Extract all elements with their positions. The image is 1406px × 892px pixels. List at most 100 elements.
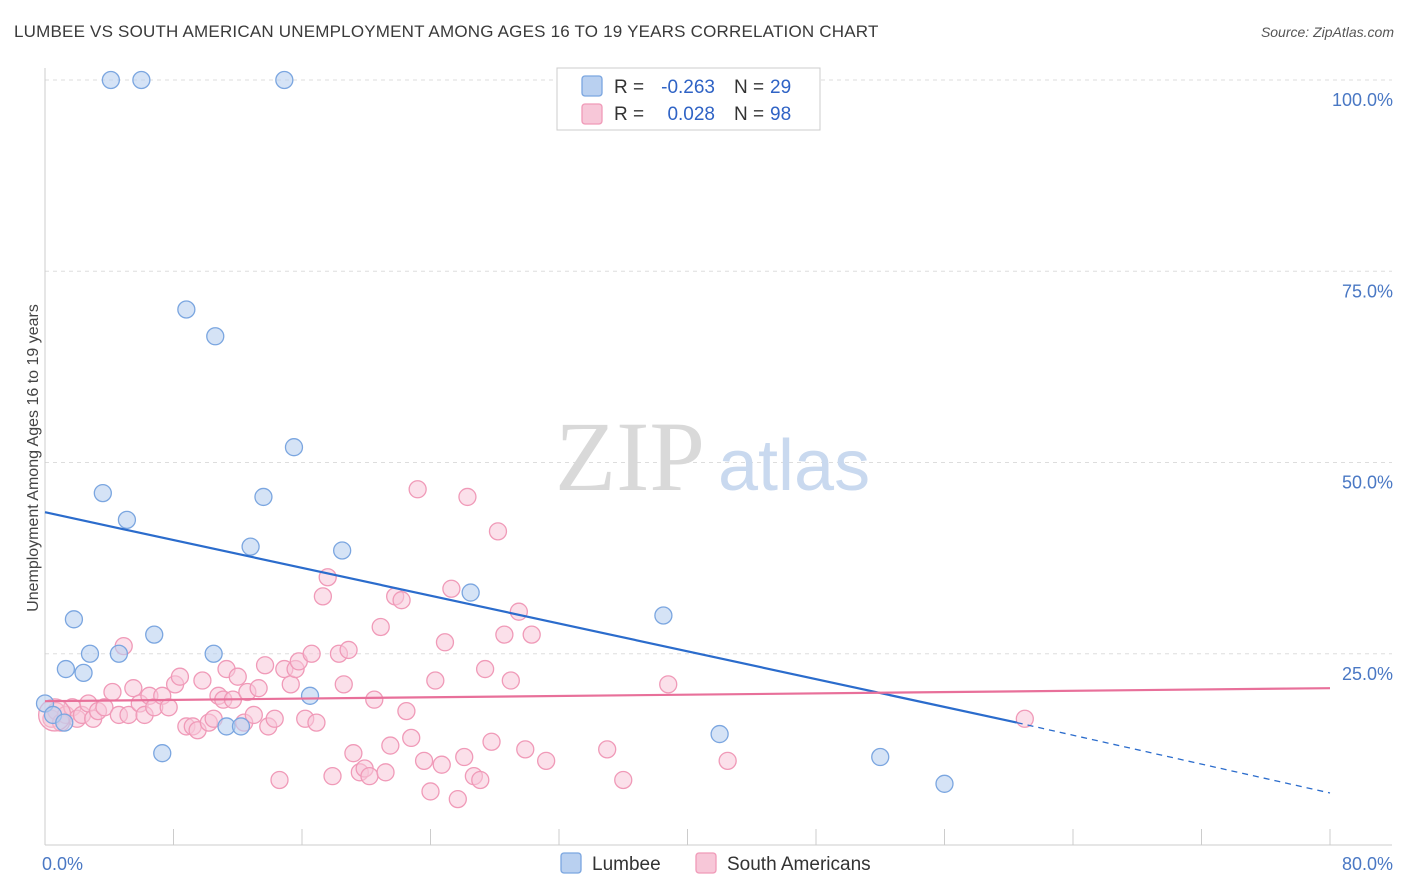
x-tick-label-max: 80.0%: [1342, 854, 1393, 874]
south-americans-point: [313, 587, 333, 606]
south-americans-point: [458, 487, 477, 507]
south-americans-point: [339, 640, 358, 660]
lumbee-point: [132, 70, 151, 90]
south-americans-point: [659, 675, 678, 694]
lumbee-point: [109, 644, 129, 663]
south-americans-point: [598, 740, 617, 759]
south-americans-point: [381, 736, 400, 755]
watermark-zip: ZIP: [555, 401, 705, 512]
south-americans-point: [516, 740, 535, 759]
lumbee-point: [461, 583, 480, 602]
south-americans-point: [501, 671, 520, 690]
south-americans-point: [360, 767, 379, 786]
y-axis-label: Unemployment Among Ages 16 to 19 years: [25, 304, 42, 612]
south-americans-point: [270, 770, 289, 790]
y-tick-label: 50.0%: [1342, 473, 1393, 493]
south-americans-point: [408, 480, 427, 499]
lumbee-point: [93, 483, 112, 503]
south-americans-point: [376, 763, 395, 782]
legend-r-value-lumbee: -0.263: [661, 77, 715, 98]
lumbee-point: [55, 713, 74, 732]
south-americans-point: [522, 625, 541, 644]
south-americans-point: [537, 751, 556, 770]
y-tick-label: 75.0%: [1342, 281, 1393, 301]
south-americans-point: [334, 675, 353, 694]
south-americans-point: [426, 671, 445, 690]
south-americans-point: [124, 679, 143, 698]
legend: R = -0.263 N = 29 R = 0.028 N = 98: [556, 67, 821, 131]
south-americans-point: [421, 782, 440, 801]
legend-n-value-lumbee: 29: [770, 77, 791, 98]
lumbee-point: [333, 541, 352, 560]
south-americans-point: [170, 667, 190, 686]
lumbee-point: [177, 300, 196, 319]
y-tick-labels: 25.0% 50.0% 75.0% 100.0%: [1332, 90, 1393, 684]
lumbee-point: [871, 747, 890, 767]
south-americans-point: [323, 767, 342, 786]
south-americans-point: [475, 659, 495, 679]
south-americans-point: [365, 690, 384, 709]
south-americans-point: [281, 675, 300, 694]
source-label: Source: ZipAtlas.com: [1260, 24, 1394, 40]
y-tick-label: 100.0%: [1332, 90, 1393, 110]
lumbee-point: [153, 744, 172, 763]
south-americans-point: [228, 667, 247, 686]
south-americans-point: [718, 751, 737, 770]
lumbee-point: [241, 537, 260, 556]
south-americans-point: [471, 770, 490, 790]
bottom-legend-swatch-lumbee: [560, 852, 582, 874]
legend-r-label-south-americans: R =: [614, 104, 644, 125]
lumbee-trend-line-extension: [1016, 721, 1331, 794]
south-americans-point: [265, 709, 284, 728]
bottom-legend-label-south-americans: South Americans: [727, 854, 871, 875]
south-americans-point: [414, 751, 434, 770]
grid-lines: [45, 79, 1392, 655]
lumbee-point: [654, 606, 673, 625]
legend-n-label-lumbee: N =: [734, 77, 764, 98]
legend-swatch-lumbee: [581, 75, 603, 97]
south-americans-point: [455, 747, 474, 767]
legend-swatch-south-americans: [581, 103, 603, 125]
legend-n-label-south-americans: N =: [734, 104, 764, 125]
lumbee-point: [231, 717, 251, 736]
south-americans-point: [255, 656, 275, 675]
south-americans-point: [307, 713, 326, 732]
south-americans-point: [442, 579, 461, 598]
south-americans-point: [435, 633, 455, 652]
lumbee-point: [284, 438, 304, 457]
lumbee-points: [35, 70, 954, 793]
bottom-legend-label-lumbee: Lumbee: [592, 854, 661, 875]
south-americans-point: [488, 522, 508, 541]
lumbee-point: [80, 644, 100, 663]
lumbee-point: [935, 774, 954, 793]
south-americans-point: [244, 705, 263, 725]
south-americans-point: [249, 679, 268, 698]
lumbee-point: [117, 510, 137, 530]
x-tick-labels: 0.0% 80.0%: [42, 854, 1393, 874]
bottom-legend: Lumbee South Americans: [560, 852, 871, 875]
y-tick-label: 25.0%: [1342, 664, 1393, 684]
south-americans-point: [302, 644, 321, 663]
legend-r-label-lumbee: R =: [614, 77, 644, 98]
south-americans-point: [344, 744, 363, 763]
south-americans-point: [402, 728, 421, 748]
lumbee-point: [101, 70, 121, 90]
south-americans-point: [448, 789, 467, 809]
south-americans-point: [509, 602, 528, 621]
legend-r-value-south-americans: 0.028: [667, 104, 715, 125]
lumbee-point: [204, 644, 223, 663]
south-americans-point: [397, 701, 416, 721]
south-americans-point: [392, 591, 411, 610]
legend-n-value-south-americans: 98: [770, 104, 791, 125]
south-americans-point: [193, 671, 212, 690]
south-americans-point: [1015, 709, 1034, 728]
lumbee-point: [710, 724, 729, 744]
lumbee-point: [145, 625, 164, 644]
x-tick-label-min: 0.0%: [42, 854, 83, 874]
lumbee-point: [74, 663, 93, 683]
lumbee-point: [64, 610, 84, 629]
lumbee-point: [275, 70, 294, 90]
south-americans-point: [495, 625, 514, 644]
lumbee-trend-line: [44, 511, 1018, 724]
